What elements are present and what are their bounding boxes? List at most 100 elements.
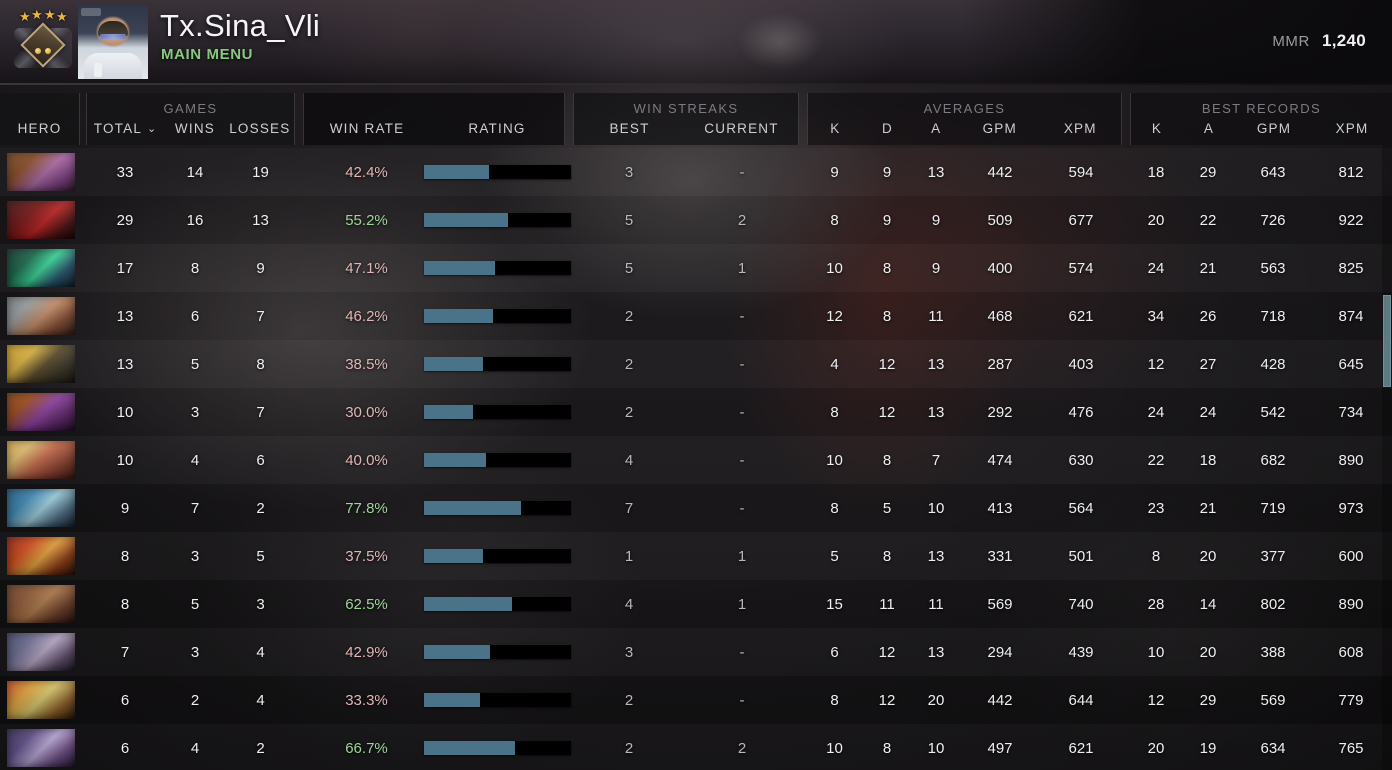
cell-avg-d: 12 bbox=[878, 403, 896, 421]
top-header-bar: ★ ★ ★ ★ Tx.Sina_Vli MAIN MENU MMR 1,240 bbox=[0, 0, 1392, 85]
table-row[interactable]: 6 2 4 33.3% 2 - 8 12 20 442 644 12 29 569 779 bbox=[0, 676, 1392, 724]
hero-portrait[interactable] bbox=[7, 537, 75, 575]
cell-rec-xpm: 922 bbox=[1338, 211, 1364, 229]
header-group-performance: WIN RATE RATING bbox=[303, 93, 565, 145]
hero-portrait[interactable] bbox=[7, 345, 75, 383]
column-header-total[interactable]: TOTAL ⌄ bbox=[87, 121, 164, 136]
cell-avg-k: 10 bbox=[826, 739, 843, 757]
table-row[interactable]: 10 4 6 40.0% 4 - 10 8 7 474 630 22 18 682 890 bbox=[0, 436, 1392, 484]
cell-avg-k: 8 bbox=[830, 499, 839, 517]
column-header-rating[interactable]: RATING bbox=[468, 121, 526, 136]
cell-avg-k: 9 bbox=[830, 163, 839, 181]
hero-portrait[interactable] bbox=[7, 393, 75, 431]
cell-avg-k: 8 bbox=[830, 691, 839, 709]
hero-portrait[interactable] bbox=[7, 585, 75, 623]
hero-portrait[interactable] bbox=[7, 297, 75, 335]
rank-medal-icon[interactable]: ★ ★ ★ ★ bbox=[10, 6, 76, 76]
table-row[interactable]: 13 6 7 46.2% 2 - 12 8 11 468 621 34 26 718 874 bbox=[0, 292, 1392, 340]
hero-portrait[interactable] bbox=[7, 249, 75, 287]
column-header-win-rate[interactable]: WIN RATE bbox=[329, 121, 405, 136]
cell-rec-k: 18 bbox=[1147, 163, 1165, 181]
column-header-losses[interactable]: LOSSES bbox=[229, 121, 291, 136]
column-header-avg-xpm[interactable]: XPM bbox=[1063, 121, 1097, 136]
table-header: HERO GAMES TOTAL ⌄ WINS LOSSES WIN RATE R… bbox=[0, 93, 1392, 145]
column-header-avg-gpm[interactable]: GPM bbox=[982, 121, 1017, 136]
cell-total: 9 bbox=[120, 499, 130, 517]
hero-portrait[interactable] bbox=[7, 681, 75, 719]
table-row[interactable]: 6 4 2 66.7% 2 2 10 8 10 497 621 20 19 634 765 bbox=[0, 724, 1392, 770]
header-divider bbox=[0, 83, 1392, 85]
table-row[interactable]: 13 5 8 38.5% 2 - 4 12 13 287 403 12 27 428 645 bbox=[0, 340, 1392, 388]
cell-rec-xpm: 779 bbox=[1338, 691, 1364, 709]
cell-losses: 2 bbox=[256, 499, 265, 517]
column-header-rec-gpm[interactable]: GPM bbox=[1256, 121, 1292, 136]
column-header-current-streak[interactable]: CURRENT bbox=[704, 121, 779, 136]
table-row[interactable]: 33 14 19 42.4% 3 - 9 9 13 442 594 18 29 643 812 bbox=[0, 148, 1392, 196]
column-header-hero[interactable]: HERO bbox=[17, 121, 62, 136]
column-header-avg-k[interactable]: K bbox=[830, 121, 841, 136]
cell-avg-k: 10 bbox=[826, 259, 843, 277]
cell-avg-gpm: 287 bbox=[987, 355, 1013, 373]
hero-portrait[interactable] bbox=[7, 729, 75, 767]
column-header-best-streak[interactable]: BEST bbox=[609, 121, 650, 136]
rating-bar bbox=[424, 165, 571, 179]
cell-avg-a: 20 bbox=[927, 691, 945, 709]
hero-portrait-shade bbox=[7, 681, 75, 719]
rating-bar bbox=[424, 213, 571, 227]
cell-best-streak: 3 bbox=[624, 163, 634, 181]
cell-avg-a: 13 bbox=[927, 643, 945, 661]
cell-rec-xpm: 600 bbox=[1338, 547, 1364, 565]
column-header-rec-k[interactable]: K bbox=[1151, 121, 1163, 136]
cell-win-rate: 46.2% bbox=[345, 307, 388, 325]
avatar-body bbox=[84, 53, 142, 79]
cell-best-streak: 3 bbox=[624, 643, 634, 661]
column-header-wins[interactable]: WINS bbox=[174, 121, 215, 136]
scrollbar-thumb[interactable] bbox=[1383, 295, 1391, 387]
column-header-rec-xpm[interactable]: XPM bbox=[1335, 121, 1369, 136]
hero-portrait-shade bbox=[7, 297, 75, 335]
cell-avg-a: 13 bbox=[927, 547, 945, 565]
avatar[interactable] bbox=[78, 5, 148, 79]
avatar-hair bbox=[98, 21, 128, 37]
medal-pip bbox=[35, 48, 41, 54]
cell-wins: 3 bbox=[190, 547, 200, 565]
cell-avg-d: 9 bbox=[882, 211, 892, 229]
column-header-avg-a[interactable]: A bbox=[931, 121, 942, 136]
main-menu-link[interactable]: MAIN MENU bbox=[161, 46, 254, 63]
hero-portrait[interactable] bbox=[7, 441, 75, 479]
hero-stats-table-body[interactable]: 33 14 19 42.4% 3-9 9 13 442 594 18 29 643 812 29 16 13 5… bbox=[0, 148, 1392, 770]
header-group-games: GAMES TOTAL ⌄ WINS LOSSES bbox=[86, 93, 295, 145]
cell-current-streak: - bbox=[739, 355, 745, 373]
cell-win-rate: 30.0% bbox=[345, 403, 388, 421]
cell-losses: 8 bbox=[256, 355, 265, 373]
table-row[interactable]: 17 8 9 47.1% 5 1 10 8 9 400 574 24 21 563 825 bbox=[0, 244, 1392, 292]
table-row[interactable]: 8 5 3 62.5% 4 1 15 11 11 569 740 28 14 802 890 bbox=[0, 580, 1392, 628]
table-row[interactable]: 8 3 5 37.5% 1 1 5 8 13 331 501 8 20 377 600 bbox=[0, 532, 1392, 580]
cell-avg-a: 10 bbox=[927, 739, 945, 757]
hero-portrait[interactable] bbox=[7, 201, 75, 239]
cell-best-streak: 5 bbox=[624, 259, 634, 277]
column-header-rec-a[interactable]: A bbox=[1203, 121, 1215, 136]
column-header-avg-d[interactable]: D bbox=[882, 121, 893, 136]
header-skull-ornament bbox=[720, 2, 840, 80]
cell-avg-xpm: 403 bbox=[1068, 355, 1094, 373]
cell-avg-a: 11 bbox=[928, 307, 944, 325]
hero-portrait-shade bbox=[7, 441, 75, 479]
scrollbar[interactable] bbox=[1382, 145, 1392, 770]
cell-rec-gpm: 643 bbox=[1260, 163, 1286, 181]
hero-portrait[interactable] bbox=[7, 633, 75, 671]
cell-rec-gpm: 726 bbox=[1260, 211, 1286, 229]
table-row[interactable]: 29 16 13 55.2% 5 2 8 9 9 509 677 20 22 726 922 bbox=[0, 196, 1392, 244]
cell-total: 29 bbox=[116, 211, 134, 229]
cell-total: 10 bbox=[116, 403, 134, 421]
table-row[interactable]: 10 3 7 30.0% 2 - 8 12 13 292 476 24 24 542 734 bbox=[0, 388, 1392, 436]
hero-portrait[interactable] bbox=[7, 489, 75, 527]
cell-avg-gpm: 442 bbox=[987, 163, 1013, 181]
table-row[interactable]: 9 7 2 77.8% 7 - 8 5 10 413 564 23 21 719 973 bbox=[0, 484, 1392, 532]
hero-portrait-shade bbox=[7, 393, 75, 431]
cell-best-streak: 2 bbox=[624, 739, 634, 757]
hero-portrait[interactable] bbox=[7, 153, 75, 191]
chevron-down-icon[interactable]: ⌄ bbox=[147, 123, 158, 135]
table-row[interactable]: 7 3 4 42.9% 3 - 6 12 13 294 439 10 20 388 608 bbox=[0, 628, 1392, 676]
cell-current-streak: - bbox=[739, 499, 745, 517]
